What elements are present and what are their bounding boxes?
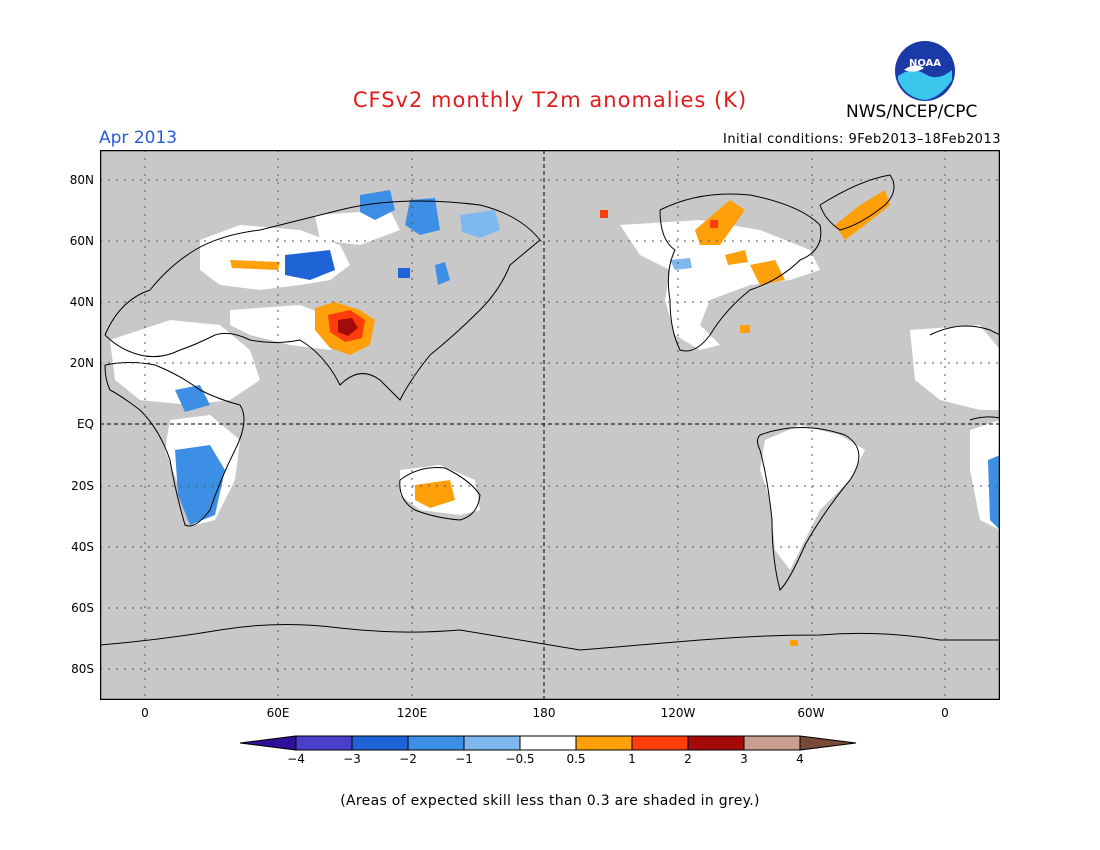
skill-note: (Areas of expected skill less than 0.3 a… [340, 793, 760, 809]
colorbar-label: 3 [740, 752, 748, 766]
lon-label-60e: 60E [266, 706, 290, 720]
map-axes-dashed [100, 150, 1000, 700]
lon-label-120w: 120W [660, 706, 696, 720]
lat-label-60n: 60N [69, 234, 94, 248]
colorbar-label: −2 [399, 752, 417, 766]
colorbar-cell [240, 735, 297, 751]
colorbar-cell [351, 735, 409, 751]
lat-label-eq: EQ [76, 417, 94, 431]
lat-label-40n: 40N [69, 295, 94, 309]
colorbar-label: 0.5 [566, 752, 586, 766]
colorbar-label: −1 [455, 752, 473, 766]
map-grid [100, 150, 1000, 700]
colorbar-cell [463, 735, 521, 751]
lat-label-60s: 60S [71, 601, 94, 615]
colorbar-cell [519, 735, 577, 751]
org-label: NWS/NCEP/CPC [846, 102, 978, 122]
colorbar-label: −3 [343, 752, 361, 766]
map-frame [100, 150, 1000, 700]
colorbar-cell [687, 735, 745, 751]
lon-label-120e: 120E [396, 706, 428, 720]
lon-label-0-right: 0 [941, 706, 949, 720]
lat-label-80s: 80S [71, 662, 94, 676]
colorbar-label: −0.5 [505, 752, 535, 766]
colorbar-label: 1 [628, 752, 636, 766]
lon-label-180: 180 [532, 706, 556, 720]
lat-label-40s: 40S [71, 540, 94, 554]
anomaly-map [100, 150, 1000, 700]
lon-label-0: 0 [141, 706, 149, 720]
chart-title: CFSv2 monthly T2m anomalies (K) [352, 88, 748, 112]
colorbar-cell [799, 735, 857, 751]
lat-label-20n: 20N [69, 356, 94, 370]
colorbar-label: −4 [287, 752, 305, 766]
initial-conditions: Initial conditions: 9Feb2013–18Feb2013 [722, 132, 1001, 147]
colorbar [240, 735, 857, 751]
colorbar-label: 4 [796, 752, 804, 766]
warm-anomalies [230, 190, 890, 646]
lat-label-80n: 80N [69, 173, 94, 187]
coastlines [100, 174, 1000, 651]
colorbar-cell [743, 735, 801, 751]
colorbar-cell [631, 735, 689, 751]
colorbar-cell [295, 735, 353, 751]
cold-anomalies [175, 190, 1000, 530]
colorbar-cell [575, 735, 633, 751]
noaa-logo: NOAA [895, 41, 955, 101]
lon-label-60w: 60W [797, 706, 825, 720]
colorbar-cell [407, 735, 465, 751]
forecast-month: Apr 2013 [99, 128, 178, 148]
svg-text:NOAA: NOAA [909, 58, 941, 69]
lat-label-20s: 20S [71, 479, 94, 493]
colorbar-label: 2 [684, 752, 692, 766]
